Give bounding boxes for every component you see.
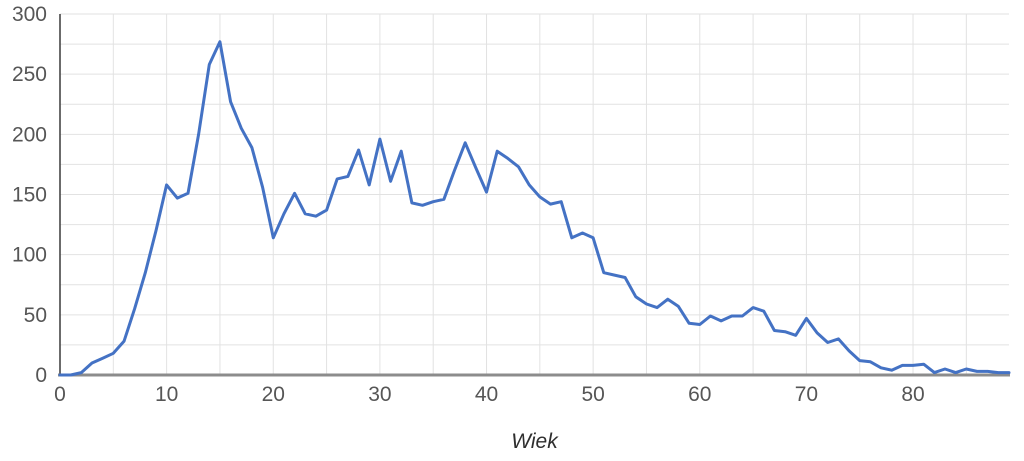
y-tick-label: 250 (12, 63, 47, 86)
x-tick-label: 10 (155, 383, 178, 406)
x-tick-label: 30 (368, 383, 391, 406)
y-tick-label: 150 (12, 184, 47, 207)
y-tick-label: 100 (12, 244, 47, 267)
x-tick-label: 70 (795, 383, 818, 406)
y-tick-label: 0 (35, 364, 47, 387)
data-series-line (58, 40, 1011, 377)
x-tick-label: 80 (901, 383, 924, 406)
x-tick-label: 40 (475, 383, 498, 406)
x-axis-title: Wiek (511, 430, 558, 453)
x-tick-label: 20 (262, 383, 285, 406)
y-tick-label: 300 (12, 3, 47, 26)
x-tick-label: 60 (688, 383, 711, 406)
y-tick-label: 200 (12, 123, 47, 146)
y-tick-label: 50 (24, 304, 47, 327)
x-tick-label: 0 (54, 383, 66, 406)
x-tick-label: 50 (581, 383, 604, 406)
